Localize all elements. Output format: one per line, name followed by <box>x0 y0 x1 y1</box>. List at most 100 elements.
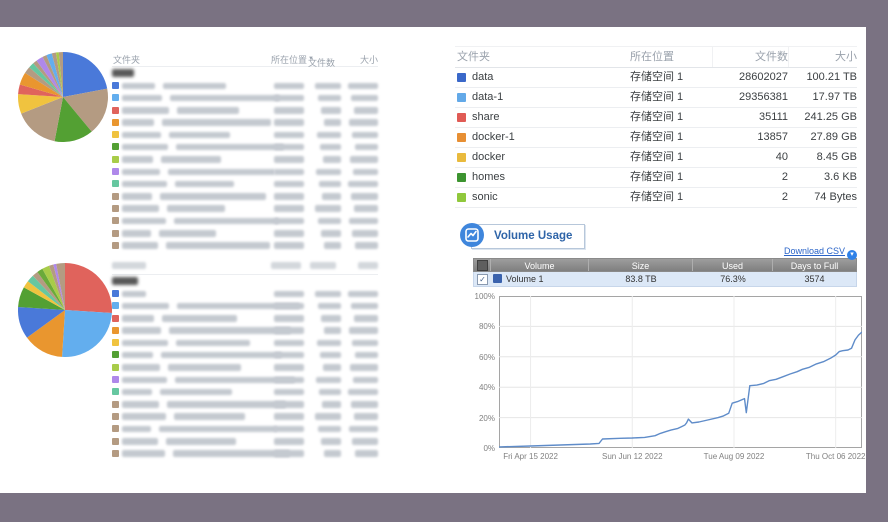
pie-slice <box>37 268 65 310</box>
folder-location: 存储空间 1 <box>630 191 684 203</box>
blurred-text <box>274 168 304 176</box>
blurred-folder-row[interactable] <box>112 228 378 240</box>
col-folder[interactable]: 文件夹 <box>457 51 490 63</box>
table-rows <box>112 80 378 252</box>
pie-slice <box>54 97 92 142</box>
back-link-row[interactable] <box>112 67 378 80</box>
blurred-text <box>170 94 280 102</box>
blurred-folder-row[interactable] <box>112 313 378 325</box>
folder-color-swatch <box>112 118 119 126</box>
blurred-folder-row[interactable] <box>112 154 378 166</box>
folder-size: 74 Bytes <box>814 191 857 203</box>
col-size[interactable]: 大小 <box>788 47 857 67</box>
blurred-folder-row[interactable] <box>112 362 378 374</box>
folder-color-swatch <box>112 412 119 420</box>
col-used[interactable]: Used <box>693 259 773 271</box>
blurred-text <box>321 438 341 445</box>
blurred-folder-row[interactable] <box>112 399 378 411</box>
col-location[interactable]: 所在位置 <box>630 51 674 63</box>
col-location-blurred[interactable] <box>271 262 301 269</box>
blurred-folder-row[interactable] <box>112 337 378 349</box>
blurred-folder-row[interactable] <box>112 386 378 398</box>
blurred-folder-row[interactable] <box>112 374 378 386</box>
blurred-folder-row[interactable] <box>112 411 378 423</box>
blurred-text <box>274 413 304 420</box>
folder-color-swatch <box>112 143 119 151</box>
back-link-blurred[interactable] <box>112 277 138 285</box>
blurred-folder-row[interactable] <box>112 436 378 448</box>
blurred-text <box>316 168 341 176</box>
blurred-text <box>174 217 279 225</box>
pie-chart-top <box>18 52 108 142</box>
chart-plot-area <box>499 296 862 448</box>
col-folder[interactable]: 文件夹 <box>113 55 141 65</box>
folder-row[interactable]: docker-1 存储空间 1 13857 27.89 GB <box>455 128 857 148</box>
blurred-folder-row[interactable] <box>112 325 378 337</box>
folder-file-count: 35111 <box>759 111 788 123</box>
folder-row[interactable]: docker 存储空间 1 40 8.45 GB <box>455 148 857 168</box>
blurred-text <box>349 217 378 225</box>
blurred-text <box>122 119 154 126</box>
blurred-folder-row[interactable] <box>112 141 378 153</box>
blurred-folder-row[interactable] <box>112 203 378 215</box>
blurred-text <box>177 302 300 310</box>
select-all-checkbox[interactable] <box>476 259 488 271</box>
pie-slice <box>26 310 65 357</box>
x-tick-label: Thu Oct 06 2022 <box>805 452 866 461</box>
col-files[interactable]: 文件数 <box>712 47 788 67</box>
blurred-folder-row[interactable] <box>112 80 378 92</box>
folder-color-swatch <box>112 400 119 408</box>
table-rows <box>112 288 378 460</box>
volume-row[interactable]: ✓ Volume 1 83.8 TB 76.3% 3574 <box>473 272 857 287</box>
folder-color-swatch <box>112 229 119 237</box>
col-size[interactable]: Size <box>589 259 693 271</box>
blurred-folder-row[interactable] <box>112 349 378 361</box>
volume-checkbox-checked[interactable]: ✓ <box>477 273 488 285</box>
blurred-text <box>160 193 266 200</box>
download-arrow-icon[interactable]: ▾ <box>847 250 857 260</box>
blurred-text <box>122 82 155 89</box>
blurred-folder-row[interactable] <box>112 215 378 227</box>
blurred-folder-row[interactable] <box>112 240 378 252</box>
col-days-to-full[interactable]: Days to Full <box>790 261 839 271</box>
folder-row[interactable]: homes 存储空间 1 2 3.6 KB <box>455 168 857 188</box>
col-files-blurred[interactable] <box>310 262 336 269</box>
blurred-text <box>122 217 166 225</box>
blurred-folder-row[interactable] <box>112 166 378 178</box>
y-tick-label: 80% <box>478 322 495 332</box>
folder-color-swatch <box>112 351 119 359</box>
blurred-folder-row[interactable] <box>112 129 378 141</box>
plot-border <box>499 296 862 448</box>
blurred-text <box>122 315 154 322</box>
blurred-folder-row[interactable] <box>112 423 378 435</box>
blurred-text <box>122 388 152 396</box>
blurred-text <box>161 156 221 163</box>
blurred-folder-row[interactable] <box>112 448 378 460</box>
blurred-folder-row[interactable] <box>112 92 378 104</box>
blurred-folder-row[interactable] <box>112 178 378 190</box>
volume-used: 76.3% <box>720 274 746 284</box>
col-location[interactable]: 所在位置 <box>271 55 308 65</box>
blurred-text <box>322 193 341 200</box>
back-link-blurred[interactable] <box>112 69 134 77</box>
blurred-folder-row[interactable] <box>112 288 378 300</box>
blurred-text <box>318 302 341 310</box>
volume-size: 83.8 TB <box>625 274 657 284</box>
col-folder-blurred[interactable] <box>112 262 146 269</box>
col-size[interactable]: 大小 <box>359 55 378 65</box>
back-link-row[interactable] <box>112 275 378 288</box>
folder-row[interactable]: data-1 存储空间 1 29356381 17.97 TB <box>455 88 857 108</box>
blurred-folder-row[interactable] <box>112 105 378 117</box>
col-volume[interactable]: Volume <box>491 259 589 271</box>
col-size-blurred[interactable] <box>358 262 378 269</box>
blurred-text <box>274 290 304 297</box>
folder-row[interactable]: share 存储空间 1 35111 241.25 GB <box>455 108 857 128</box>
desktop-top-bar <box>0 0 888 27</box>
blurred-folder-row[interactable] <box>112 117 378 129</box>
blurred-folder-row[interactable] <box>112 191 378 203</box>
download-csv-link[interactable]: Download CSV <box>783 246 845 256</box>
folder-row[interactable]: sonic 存储空间 1 2 74 Bytes <box>455 188 857 208</box>
blurred-folder-row[interactable] <box>112 300 378 312</box>
folder-row[interactable]: data 存储空间 1 28602027 100.21 TB <box>455 68 857 88</box>
